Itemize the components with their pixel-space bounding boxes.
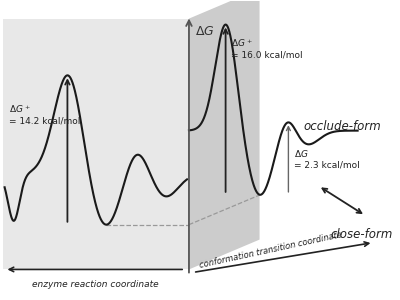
Polygon shape [3, 19, 189, 269]
Text: $\Delta G^+$
= 14.2 kcal/mol: $\Delta G^+$ = 14.2 kcal/mol [8, 103, 80, 125]
Text: $\Delta G$
= 2.3 kcal/mol: $\Delta G$ = 2.3 kcal/mol [294, 148, 360, 169]
Text: close-form: close-form [330, 228, 393, 241]
Text: conformation transition coordinate: conformation transition coordinate [198, 230, 343, 270]
Text: enzyme reaction coordinate: enzyme reaction coordinate [32, 280, 158, 289]
Polygon shape [189, 0, 260, 269]
Text: occlude-form: occlude-form [303, 120, 381, 133]
Text: $\Delta G^+$
= 16.0 kcal/mol: $\Delta G^+$ = 16.0 kcal/mol [232, 38, 303, 59]
Text: $\Delta G$: $\Delta G$ [195, 25, 214, 38]
